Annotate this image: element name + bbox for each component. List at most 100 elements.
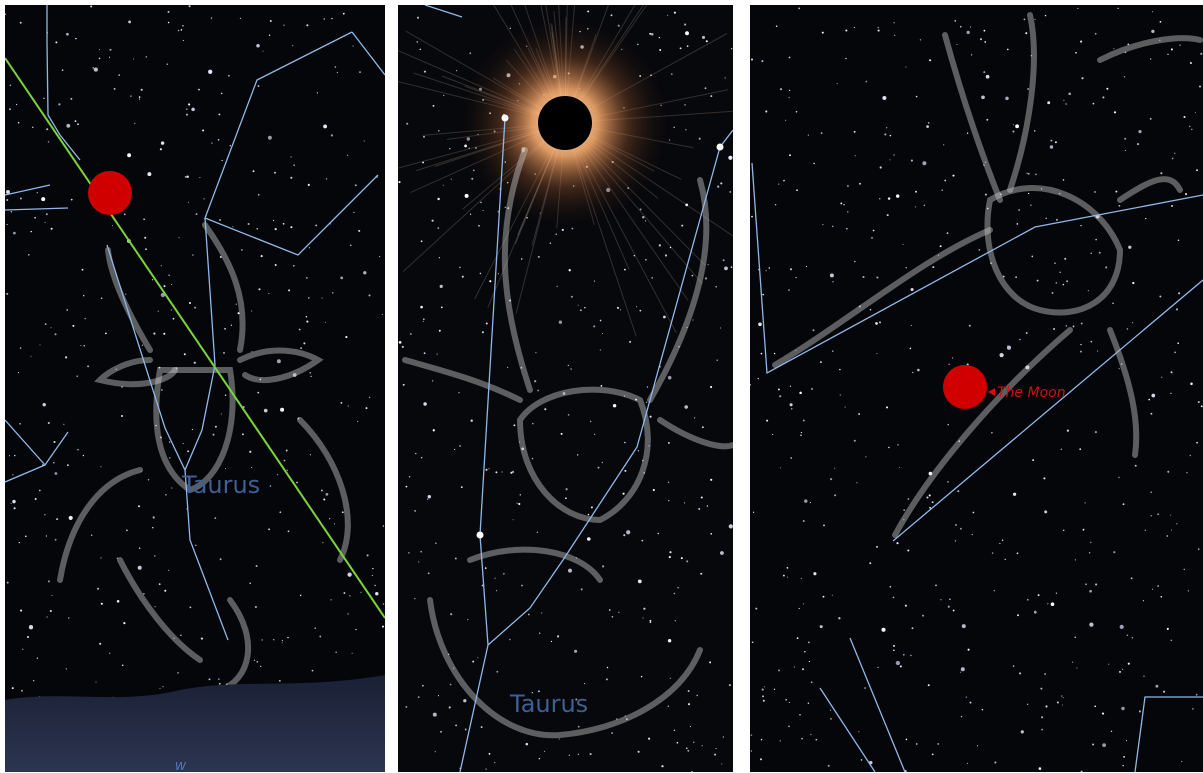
star	[194, 307, 196, 309]
star	[879, 321, 881, 323]
star	[778, 388, 780, 390]
star	[283, 223, 285, 225]
star	[420, 49, 422, 51]
star	[357, 421, 358, 422]
star	[671, 73, 673, 75]
star	[803, 603, 804, 604]
star	[382, 626, 384, 628]
star	[94, 68, 98, 72]
star	[269, 35, 270, 36]
star	[83, 295, 84, 296]
star	[787, 577, 788, 578]
star	[171, 487, 172, 488]
star	[729, 524, 733, 528]
star	[19, 542, 20, 543]
star	[765, 110, 767, 112]
star	[1027, 599, 1029, 601]
star	[161, 389, 163, 391]
star	[1095, 239, 1097, 241]
star	[181, 29, 183, 31]
star	[845, 58, 846, 59]
star	[1056, 593, 1057, 594]
star	[1066, 325, 1068, 327]
star	[440, 285, 443, 288]
star	[148, 479, 149, 480]
star	[668, 482, 669, 483]
star	[41, 197, 45, 201]
star	[427, 499, 428, 500]
star	[751, 58, 753, 60]
star	[1007, 346, 1011, 350]
star	[1019, 672, 1021, 674]
star	[600, 320, 602, 322]
star	[133, 58, 134, 59]
star	[594, 281, 595, 282]
star	[674, 730, 675, 731]
star	[1119, 205, 1121, 207]
star	[903, 654, 905, 656]
star	[319, 635, 321, 637]
star	[544, 751, 545, 752]
star	[63, 424, 64, 425]
star	[459, 445, 461, 447]
star	[273, 220, 274, 221]
star	[279, 511, 281, 513]
star	[971, 54, 972, 55]
star	[203, 198, 204, 199]
star	[788, 726, 790, 728]
star	[405, 706, 407, 708]
star	[681, 557, 683, 559]
star	[956, 44, 957, 45]
star	[1028, 193, 1029, 194]
star	[496, 590, 497, 591]
star	[789, 57, 791, 59]
star	[93, 67, 94, 68]
star	[1128, 246, 1131, 249]
star	[928, 684, 930, 686]
star	[1119, 671, 1121, 673]
star	[896, 542, 898, 544]
star	[581, 588, 583, 590]
star	[180, 635, 182, 637]
star	[435, 543, 436, 544]
star	[907, 550, 909, 552]
star	[435, 751, 436, 752]
star	[142, 345, 143, 346]
star	[55, 472, 58, 475]
star	[544, 408, 546, 410]
star	[187, 450, 189, 452]
star	[1126, 740, 1127, 741]
star	[66, 309, 68, 311]
star	[462, 276, 464, 278]
star	[1179, 44, 1180, 45]
star	[268, 293, 269, 294]
star	[623, 493, 625, 495]
star	[209, 678, 211, 680]
star	[421, 240, 423, 242]
star	[710, 479, 712, 481]
star	[593, 325, 595, 327]
star	[335, 652, 336, 653]
star	[992, 552, 993, 553]
star	[494, 762, 495, 763]
star	[437, 354, 438, 355]
star	[1005, 559, 1006, 560]
star	[791, 408, 793, 410]
star	[340, 277, 343, 280]
star	[812, 329, 814, 331]
star	[189, 606, 191, 608]
star	[472, 661, 474, 663]
star	[668, 442, 670, 444]
star	[481, 726, 483, 728]
star	[1054, 263, 1055, 264]
star	[986, 119, 988, 121]
star	[789, 702, 790, 703]
star	[1066, 280, 1068, 282]
star	[521, 585, 523, 587]
star	[456, 70, 457, 71]
star	[232, 226, 233, 227]
star	[774, 353, 776, 355]
star	[1167, 628, 1169, 630]
star	[780, 88, 782, 90]
star	[1150, 58, 1151, 59]
